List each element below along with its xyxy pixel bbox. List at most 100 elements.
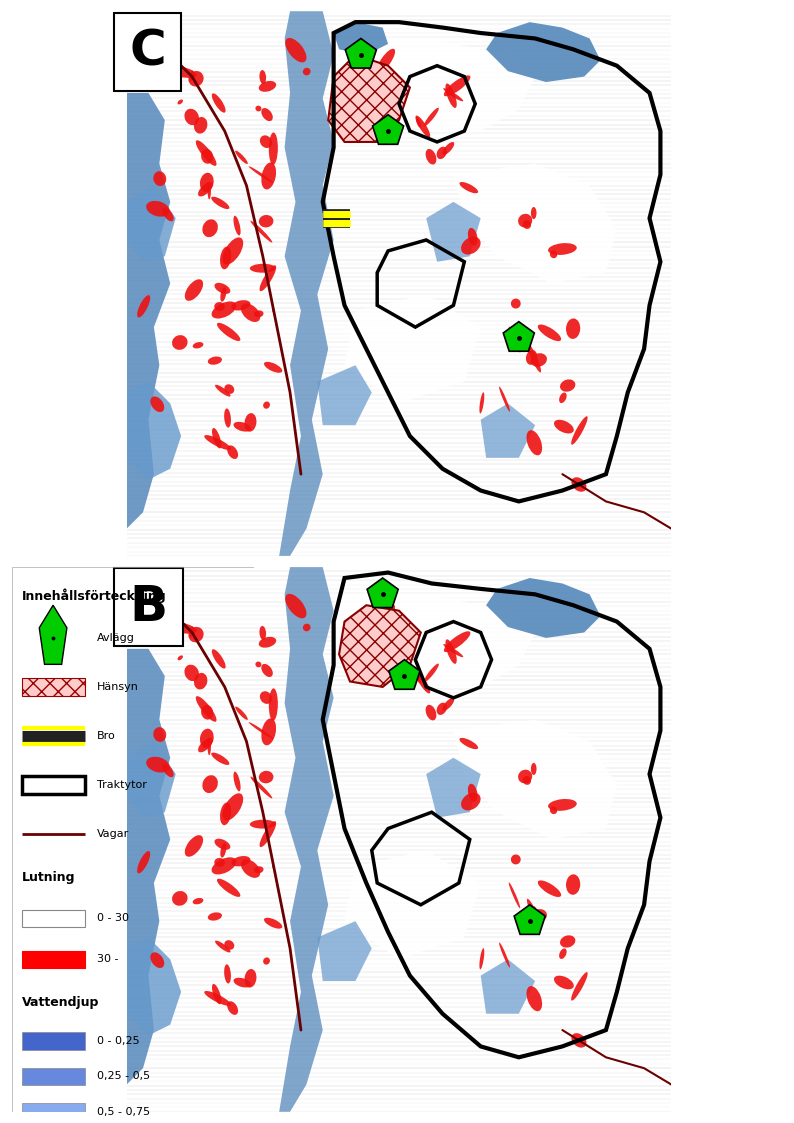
- Ellipse shape: [522, 776, 531, 785]
- Ellipse shape: [461, 237, 480, 255]
- Ellipse shape: [554, 420, 574, 433]
- Ellipse shape: [548, 243, 576, 255]
- Ellipse shape: [443, 645, 463, 657]
- Polygon shape: [486, 578, 600, 638]
- Ellipse shape: [527, 898, 541, 929]
- Ellipse shape: [225, 940, 234, 950]
- Ellipse shape: [377, 48, 395, 73]
- Polygon shape: [426, 758, 480, 818]
- Polygon shape: [426, 202, 480, 262]
- Ellipse shape: [527, 343, 541, 373]
- Ellipse shape: [214, 839, 230, 850]
- Ellipse shape: [231, 300, 250, 311]
- FancyBboxPatch shape: [21, 1068, 84, 1085]
- Ellipse shape: [254, 310, 264, 318]
- Ellipse shape: [442, 697, 454, 711]
- Polygon shape: [279, 567, 333, 1112]
- Ellipse shape: [250, 777, 272, 798]
- Ellipse shape: [554, 976, 574, 989]
- Ellipse shape: [260, 136, 272, 148]
- Ellipse shape: [194, 117, 207, 134]
- Ellipse shape: [571, 417, 588, 445]
- Ellipse shape: [572, 1033, 587, 1048]
- Ellipse shape: [178, 656, 183, 660]
- Ellipse shape: [235, 150, 248, 164]
- Ellipse shape: [196, 140, 217, 166]
- Ellipse shape: [550, 806, 557, 814]
- Ellipse shape: [200, 173, 214, 192]
- Ellipse shape: [194, 673, 207, 690]
- Ellipse shape: [566, 875, 580, 895]
- Ellipse shape: [530, 354, 547, 367]
- Ellipse shape: [233, 772, 241, 792]
- Ellipse shape: [241, 859, 260, 878]
- Ellipse shape: [437, 147, 447, 159]
- Polygon shape: [279, 11, 333, 556]
- Ellipse shape: [165, 65, 197, 77]
- Ellipse shape: [499, 386, 510, 412]
- Ellipse shape: [559, 393, 567, 403]
- Ellipse shape: [162, 764, 174, 777]
- Ellipse shape: [538, 880, 561, 897]
- Ellipse shape: [250, 820, 276, 829]
- Ellipse shape: [225, 384, 234, 394]
- Ellipse shape: [538, 325, 561, 341]
- Ellipse shape: [260, 70, 266, 84]
- Ellipse shape: [215, 385, 230, 396]
- Ellipse shape: [531, 763, 537, 775]
- Ellipse shape: [212, 428, 222, 448]
- Ellipse shape: [460, 182, 478, 193]
- Polygon shape: [127, 185, 175, 262]
- Ellipse shape: [444, 75, 470, 97]
- Ellipse shape: [260, 626, 266, 640]
- Ellipse shape: [211, 301, 237, 319]
- Ellipse shape: [249, 166, 273, 183]
- Text: Vattendjup: Vattendjup: [21, 996, 99, 1010]
- FancyBboxPatch shape: [21, 1103, 84, 1121]
- Polygon shape: [127, 382, 181, 480]
- Ellipse shape: [245, 969, 256, 987]
- Ellipse shape: [559, 949, 567, 959]
- Polygon shape: [345, 294, 480, 403]
- Ellipse shape: [260, 265, 276, 291]
- Polygon shape: [333, 22, 388, 55]
- Ellipse shape: [233, 978, 251, 987]
- Ellipse shape: [202, 775, 218, 793]
- Ellipse shape: [184, 109, 199, 125]
- Ellipse shape: [260, 821, 276, 847]
- Text: C: C: [129, 28, 166, 75]
- Ellipse shape: [250, 264, 276, 273]
- Ellipse shape: [522, 220, 531, 229]
- Ellipse shape: [530, 910, 547, 923]
- Ellipse shape: [162, 208, 174, 221]
- FancyBboxPatch shape: [21, 910, 84, 928]
- Ellipse shape: [415, 672, 430, 693]
- Ellipse shape: [259, 637, 276, 648]
- Ellipse shape: [442, 141, 454, 155]
- Ellipse shape: [461, 793, 480, 811]
- Ellipse shape: [269, 688, 278, 721]
- Ellipse shape: [172, 891, 187, 906]
- Ellipse shape: [518, 769, 532, 784]
- Ellipse shape: [153, 171, 166, 186]
- Ellipse shape: [150, 396, 164, 412]
- Ellipse shape: [137, 295, 150, 318]
- Ellipse shape: [261, 108, 273, 121]
- Ellipse shape: [200, 729, 214, 748]
- Ellipse shape: [250, 221, 272, 243]
- Ellipse shape: [204, 990, 231, 1006]
- Ellipse shape: [217, 878, 241, 897]
- Ellipse shape: [426, 705, 437, 720]
- Text: B: B: [129, 584, 168, 631]
- Ellipse shape: [224, 409, 231, 428]
- Ellipse shape: [220, 287, 226, 302]
- Ellipse shape: [193, 343, 203, 348]
- Ellipse shape: [468, 784, 477, 802]
- FancyBboxPatch shape: [21, 950, 84, 968]
- Ellipse shape: [526, 986, 542, 1011]
- Ellipse shape: [249, 722, 273, 739]
- Ellipse shape: [259, 81, 276, 92]
- Ellipse shape: [256, 661, 261, 667]
- Ellipse shape: [511, 855, 521, 865]
- Ellipse shape: [375, 632, 397, 651]
